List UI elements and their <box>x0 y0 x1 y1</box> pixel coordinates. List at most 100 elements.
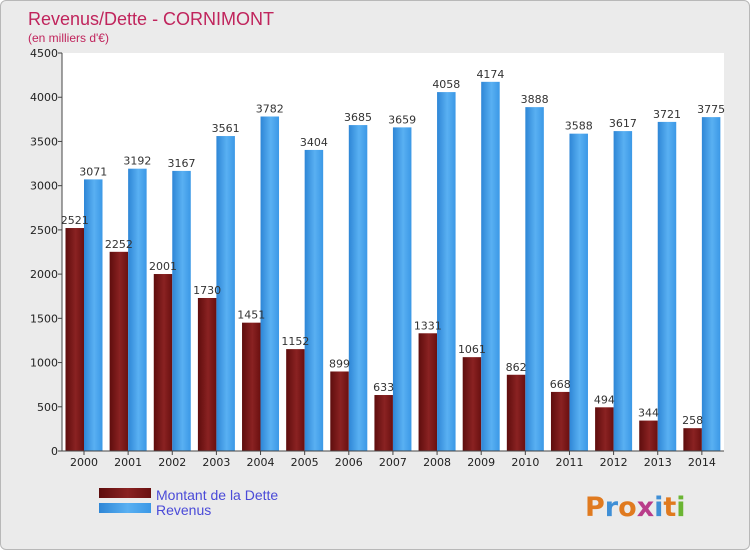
bar-dette <box>242 322 261 451</box>
legend: Montant de la Dette Revenus <box>99 487 278 518</box>
value-label: 3588 <box>565 120 593 133</box>
y-tick-label: 3000 <box>30 180 58 193</box>
value-label: 2521 <box>61 214 89 227</box>
value-label: 899 <box>329 357 350 370</box>
legend-label-revenus: Revenus <box>156 502 211 518</box>
value-label: 3071 <box>79 165 107 178</box>
bar-dette <box>330 371 349 451</box>
y-tick-label: 4500 <box>30 47 58 60</box>
bar-revenus <box>216 136 235 452</box>
y-axis: 0 500 1000 1500 2000 2500 3000 3500 4000 4500 <box>30 47 63 458</box>
x-tick-label: 2001 <box>114 456 142 469</box>
value-label: 1152 <box>281 335 309 348</box>
value-label: 1451 <box>237 309 265 322</box>
bar-dette <box>462 357 482 451</box>
legend-label-dette: Montant de la Dette <box>156 487 278 503</box>
legend-swatch-dette <box>99 488 151 498</box>
proxiti-logo-text: Proxiti <box>585 492 686 523</box>
bar-revenus <box>392 127 412 451</box>
x-tick-label: 2005 <box>291 456 319 469</box>
value-label: 3721 <box>653 108 681 121</box>
y-tick-label: 1500 <box>30 312 58 325</box>
bar-revenus <box>525 107 544 452</box>
bar-dette <box>639 420 658 451</box>
value-label: 3561 <box>212 122 240 135</box>
proxiti-logo: Proxiti <box>585 492 686 523</box>
value-label: 494 <box>594 393 615 406</box>
bar-revenus <box>437 92 456 452</box>
x-tick-label: 2006 <box>335 456 363 469</box>
bar-dette <box>65 228 84 451</box>
x-tick-label: 2000 <box>70 456 98 469</box>
bar-dette <box>550 391 570 451</box>
value-label: 3775 <box>697 103 725 116</box>
value-label: 668 <box>550 378 571 391</box>
x-tick-label: 2010 <box>511 456 539 469</box>
value-label: 3659 <box>388 113 416 126</box>
value-label: 633 <box>373 381 394 394</box>
bar-dette <box>595 407 614 451</box>
bar-revenus <box>657 121 677 451</box>
bar-dette <box>506 374 526 451</box>
value-label: 3685 <box>344 111 372 124</box>
bar-dette <box>197 297 217 451</box>
value-label: 1331 <box>414 319 442 332</box>
value-label: 1730 <box>193 284 221 297</box>
y-tick-label: 500 <box>37 401 58 414</box>
value-label: 3404 <box>300 136 328 149</box>
bar-revenus <box>260 116 280 451</box>
value-label: 2001 <box>149 260 177 273</box>
legend-swatch-revenus <box>99 503 151 513</box>
value-label: 1061 <box>458 343 486 356</box>
bar-revenus <box>569 133 588 452</box>
value-labels: 2521 3071 2252 3192 2001 3167 1730 3561 1451 3782… <box>61 68 725 427</box>
bar-dette <box>683 428 702 451</box>
y-tick-label: 0 <box>51 445 58 458</box>
bar-revenus <box>304 149 324 451</box>
x-tick-label: 2011 <box>555 456 583 469</box>
value-label: 3167 <box>168 157 196 170</box>
y-tick-label: 4000 <box>30 91 58 104</box>
bar-revenus <box>84 179 103 451</box>
y-tick-label: 3500 <box>30 135 58 148</box>
x-tick-label: 2012 <box>600 456 628 469</box>
logo-letter: P <box>585 492 605 523</box>
y-tick-label: 1000 <box>30 357 58 370</box>
x-tick-label: 2002 <box>158 456 186 469</box>
bar-revenus <box>128 168 147 451</box>
value-label: 3192 <box>123 155 151 168</box>
chart-title: Revenus/Dette - CORNIMONT <box>28 9 274 29</box>
bar-dette <box>374 395 393 451</box>
chart-subtitle: (en milliers d'€) <box>28 31 109 45</box>
y-tick-label: 2500 <box>30 224 58 237</box>
logo-letter: i <box>676 492 685 523</box>
bars <box>65 81 721 452</box>
value-label: 4174 <box>476 68 504 81</box>
value-label: 3782 <box>256 103 284 116</box>
value-label: 4058 <box>432 78 460 91</box>
bar-dette <box>286 349 305 451</box>
bar-revenus <box>701 117 721 451</box>
x-axis: 2000 2001 2002 2003 2004 2005 2006 2007 2008 2009… <box>62 450 724 469</box>
x-tick-label: 2003 <box>202 456 230 469</box>
logo-letter: r <box>605 492 619 523</box>
logo-letter: o <box>618 492 637 523</box>
x-tick-label: 2008 <box>423 456 451 469</box>
x-tick-label: 2013 <box>644 456 672 469</box>
bar-dette <box>418 333 438 451</box>
x-tick-label: 2009 <box>467 456 495 469</box>
bar-revenus <box>613 131 633 452</box>
value-label: 3888 <box>521 93 549 106</box>
x-tick-label: 2004 <box>247 456 275 469</box>
x-tick-label: 2007 <box>379 456 407 469</box>
logo-letter: i <box>654 492 663 523</box>
bar-revenus <box>172 170 191 452</box>
value-label: 344 <box>638 407 659 420</box>
logo-letter: x <box>637 492 654 523</box>
value-label: 3617 <box>609 117 637 130</box>
bar-revenus <box>348 125 368 452</box>
bar-revenus <box>481 81 500 451</box>
x-tick-label: 2014 <box>688 456 716 469</box>
bar-dette <box>153 274 173 451</box>
